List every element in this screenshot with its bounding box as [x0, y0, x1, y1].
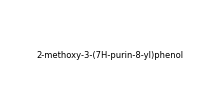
Text: 2-methoxy-3-(7H-purin-8-yl)phenol: 2-methoxy-3-(7H-purin-8-yl)phenol	[36, 51, 183, 60]
